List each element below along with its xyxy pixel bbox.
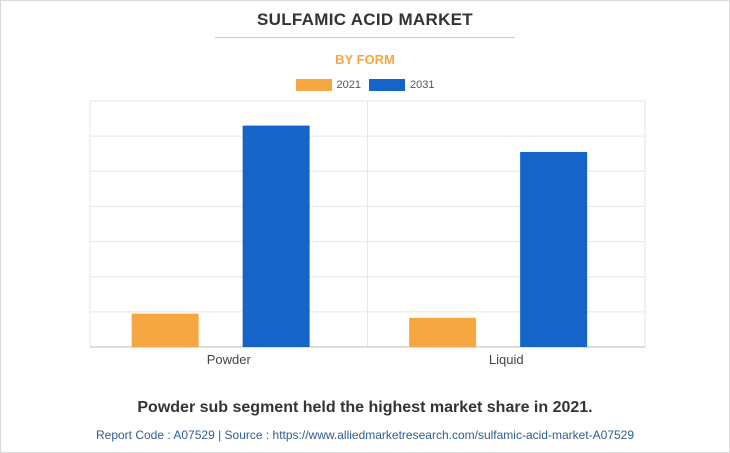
bar-powder-2021 [131, 313, 199, 347]
legend-label-2031: 2031 [410, 79, 435, 91]
x-tick-label-liquid: Liquid [489, 352, 524, 367]
bar-liquid-2031 [520, 151, 588, 347]
chart-legend: 2021 2031 [0, 79, 730, 91]
legend-item-2031[interactable]: 2031 [369, 79, 434, 91]
legend-label-2021: 2021 [336, 79, 361, 91]
chart-headline: Powder sub segment held the highest mark… [137, 399, 593, 416]
title-divider [215, 37, 515, 38]
legend-swatch-2021 [295, 79, 332, 91]
chart-subtitle: BY FORM [335, 52, 395, 67]
chart-title: SULFAMIC ACID MARKET [257, 10, 473, 29]
bar-liquid-2021 [409, 317, 477, 347]
legend-swatch-2031 [369, 79, 405, 91]
source-link[interactable]: Report Code : A07529 | Source : https://… [95, 428, 635, 442]
bar-powder-2031 [242, 125, 310, 347]
x-tick-label-powder: Powder [207, 352, 252, 367]
legend-item-2021[interactable]: 2021 [295, 79, 361, 91]
